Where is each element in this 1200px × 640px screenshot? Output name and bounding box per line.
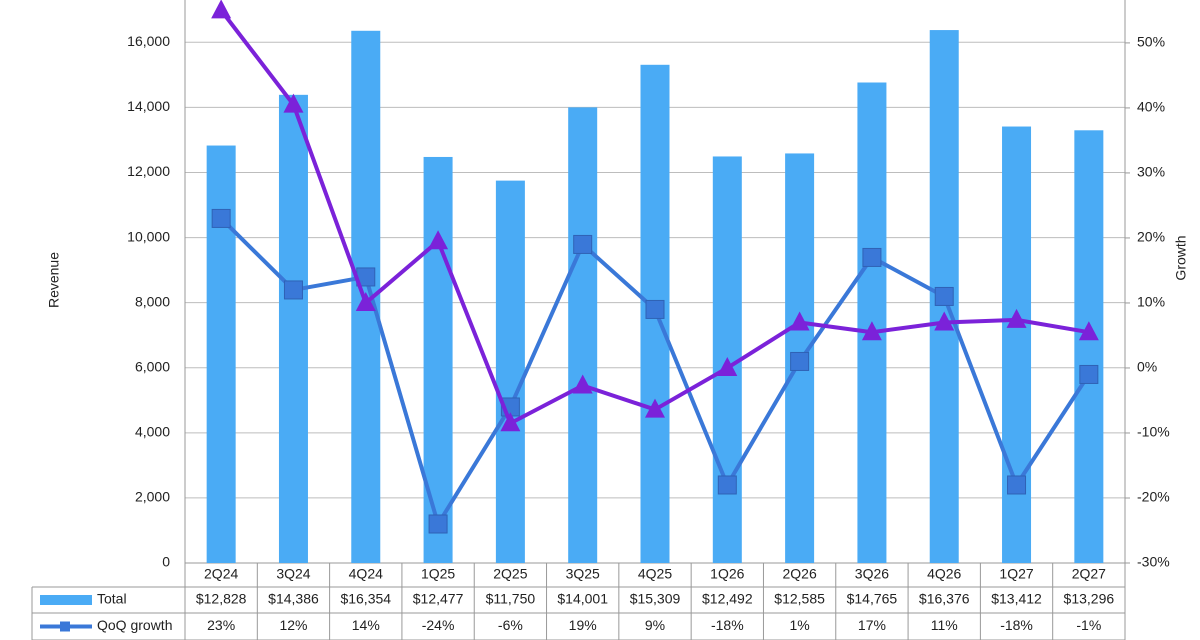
marker — [862, 247, 882, 267]
y2-tick-label: -10% — [1137, 424, 1170, 440]
marker — [573, 234, 593, 254]
marker — [428, 514, 448, 534]
legend-label: Total — [97, 591, 127, 607]
legend-swatch — [40, 595, 92, 605]
value-label: 17% — [858, 617, 886, 633]
legend-swatch — [60, 621, 70, 632]
y2-tick-label: 50% — [1137, 34, 1165, 50]
value-label: -1% — [1076, 617, 1101, 633]
value-label: $16,376 — [919, 591, 970, 607]
bar — [423, 156, 453, 563]
value-label: $15,309 — [630, 591, 681, 607]
y2-tick-label: -30% — [1137, 554, 1170, 570]
value-label: $13,296 — [1064, 591, 1115, 607]
value-label: $12,477 — [413, 591, 464, 607]
y2-axis-label: Growth — [1173, 235, 1189, 280]
marker — [355, 291, 376, 311]
x-tick-label: 1Q27 — [999, 566, 1033, 582]
x-tick-label: 3Q24 — [276, 566, 310, 582]
y-tick-label: 2,000 — [135, 489, 170, 505]
marker — [283, 93, 304, 113]
x-tick-label: 4Q25 — [638, 566, 672, 582]
marker — [790, 351, 810, 371]
marker — [1006, 308, 1027, 328]
marker — [211, 0, 232, 19]
legend-label: QoQ growth — [97, 617, 172, 633]
x-tick-label: 3Q26 — [855, 566, 889, 582]
marker — [717, 356, 738, 376]
y-tick-label: 14,000 — [127, 98, 170, 114]
y-tick-label: 16,000 — [127, 33, 170, 49]
value-label: 12% — [279, 617, 307, 633]
value-label: $14,765 — [847, 591, 898, 607]
value-label: -24% — [422, 617, 455, 633]
marker — [717, 475, 737, 495]
marker — [1007, 475, 1027, 495]
y-tick-label: 10,000 — [127, 228, 170, 244]
value-label: $14,386 — [268, 591, 319, 607]
value-label: $16,354 — [340, 591, 391, 607]
x-tick-label: 2Q25 — [493, 566, 527, 582]
x-tick-label: 2Q26 — [782, 566, 816, 582]
x-tick-label: 4Q26 — [927, 566, 961, 582]
bar — [278, 94, 308, 563]
marker — [1079, 364, 1099, 384]
x-tick-label: 1Q25 — [421, 566, 455, 582]
marker — [1078, 321, 1099, 341]
value-label: 23% — [207, 617, 235, 633]
value-label: 19% — [569, 617, 597, 633]
y-tick-label: 4,000 — [135, 424, 170, 440]
y2-tick-label: 30% — [1137, 164, 1165, 180]
value-label: 9% — [645, 617, 665, 633]
x-tick-label: 2Q24 — [204, 566, 238, 582]
value-label: 1% — [789, 617, 809, 633]
y2-tick-label: 40% — [1137, 99, 1165, 115]
marker — [500, 412, 521, 432]
y-tick-label: 8,000 — [135, 293, 170, 309]
bar — [1074, 130, 1104, 563]
x-tick-label: 4Q24 — [349, 566, 383, 582]
bar — [1002, 126, 1032, 563]
marker — [572, 374, 593, 394]
y2-tick-label: 10% — [1137, 294, 1165, 310]
marker — [789, 311, 810, 331]
marker — [428, 230, 449, 250]
value-label: -6% — [498, 617, 523, 633]
y-tick-label: 0 — [162, 554, 170, 570]
marker — [645, 299, 665, 319]
y-tick-label: 6,000 — [135, 358, 170, 374]
marker — [934, 286, 954, 306]
y-axis-label: Revenue — [46, 252, 62, 308]
value-label: $14,001 — [557, 591, 608, 607]
marker — [283, 280, 303, 300]
marker — [645, 398, 665, 418]
bar — [568, 107, 598, 563]
value-label: -18% — [711, 617, 744, 633]
x-tick-label: 1Q26 — [710, 566, 744, 582]
value-label: $13,412 — [991, 591, 1042, 607]
value-label: -18% — [1000, 617, 1033, 633]
value-label: 14% — [352, 617, 380, 633]
marker — [861, 321, 882, 341]
y2-tick-label: -20% — [1137, 489, 1170, 505]
value-label: $11,750 — [486, 591, 536, 607]
value-label: $12,585 — [774, 591, 825, 607]
value-label: $12,492 — [702, 591, 753, 607]
y2-tick-label: 20% — [1137, 229, 1165, 245]
y-tick-label: 12,000 — [127, 163, 170, 179]
x-tick-label: 3Q25 — [566, 566, 600, 582]
x-tick-label: 2Q27 — [1072, 566, 1106, 582]
bar — [206, 145, 236, 563]
value-label: $12,828 — [196, 591, 247, 607]
y2-tick-label: 0% — [1137, 359, 1157, 375]
value-label: 11% — [931, 617, 958, 633]
bar — [495, 180, 525, 563]
marker — [934, 311, 955, 331]
marker — [211, 208, 231, 228]
